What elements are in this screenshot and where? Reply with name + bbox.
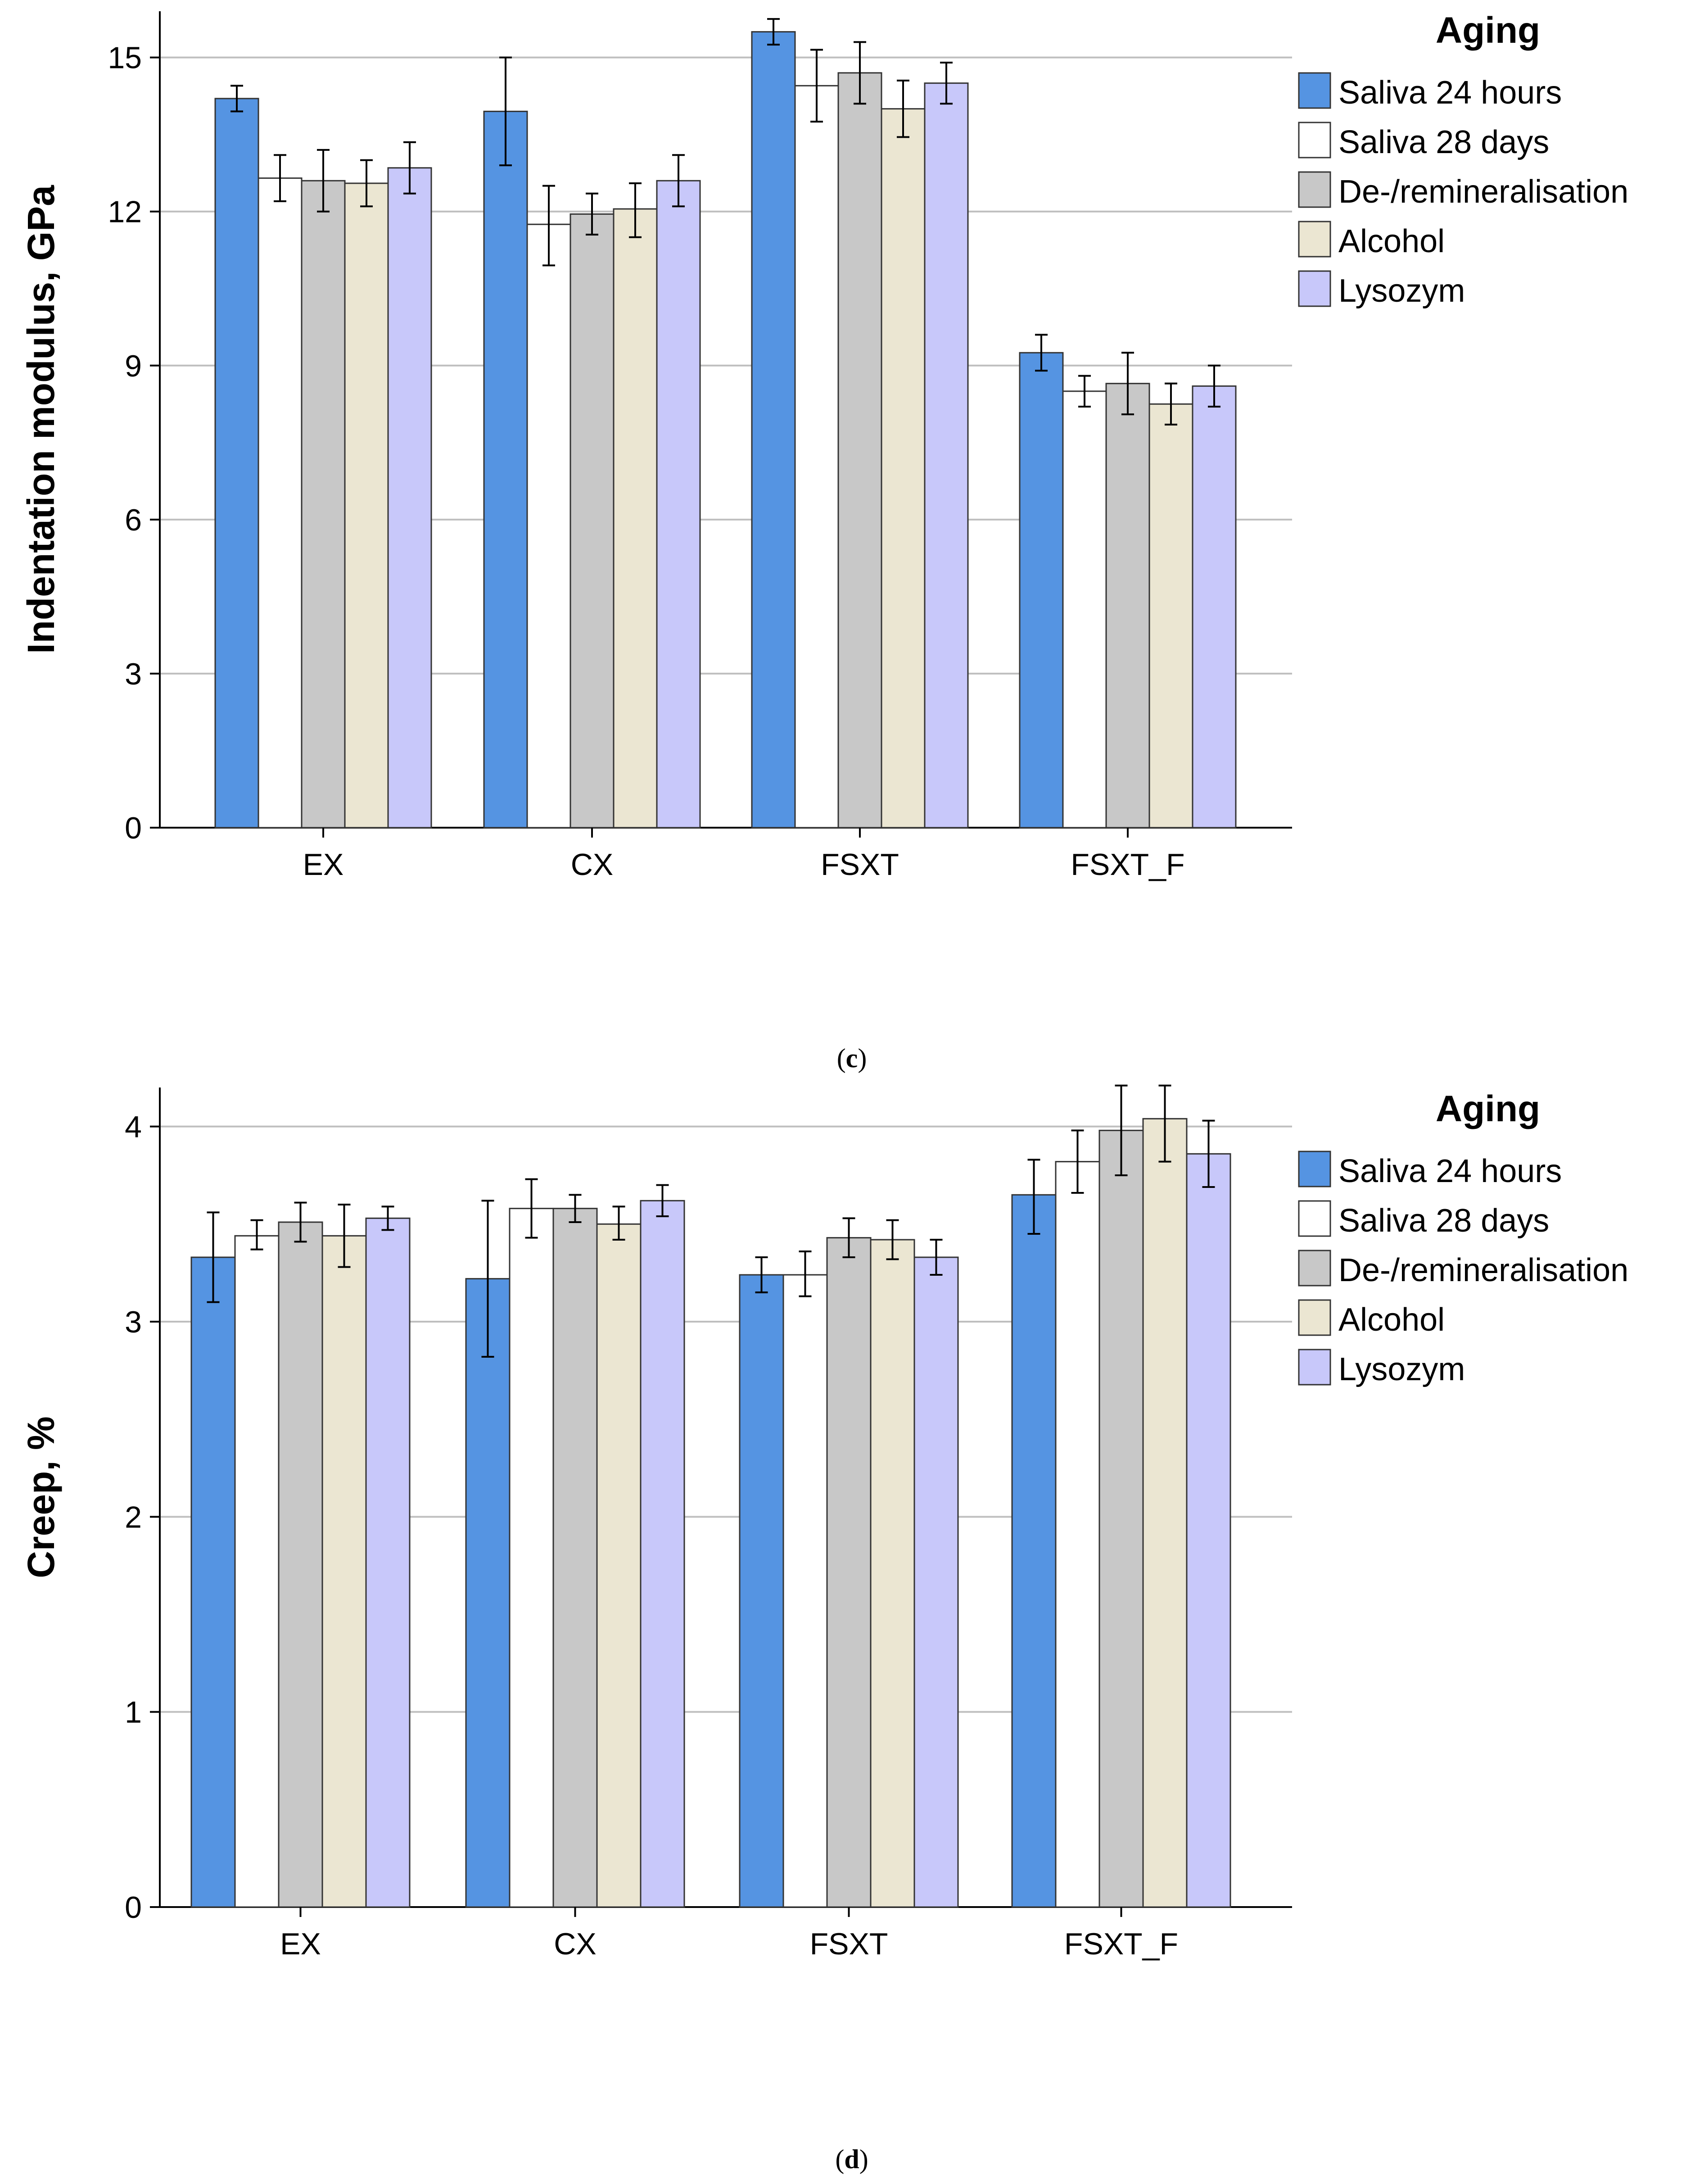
caption-letter: d — [844, 2144, 859, 2174]
bar — [1098, 1129, 1144, 1908]
bar — [465, 1278, 511, 1908]
bar — [924, 82, 969, 829]
y-tick-label: 4 — [125, 1110, 142, 1144]
y-axis-label: Creep, % — [20, 1416, 62, 1578]
bar — [1055, 1161, 1100, 1908]
bar — [552, 1208, 598, 1908]
legend-label: Saliva 24 hours — [1338, 1153, 1562, 1189]
bar — [782, 1274, 828, 1908]
legend-label: Saliva 24 hours — [1338, 75, 1562, 111]
panel-caption: (c) — [837, 1043, 867, 1073]
caption-paren: ( — [837, 1043, 846, 1073]
caption-letter: c — [846, 1043, 858, 1073]
legend-label: De-/remineralisation — [1338, 1252, 1628, 1288]
x-tick-label: EX — [303, 847, 344, 882]
bar — [613, 208, 658, 829]
x-tick-label: FSXT_F — [1064, 1927, 1178, 1961]
bar — [1019, 352, 1064, 829]
bar — [344, 182, 389, 829]
panel-caption: (d) — [835, 2144, 868, 2174]
caption-paren: ) — [858, 1043, 867, 1073]
bar — [1062, 390, 1107, 829]
bar — [1011, 1194, 1057, 1908]
bar — [870, 1239, 915, 1908]
bar — [913, 1256, 959, 1908]
bar — [387, 167, 432, 829]
bar — [826, 1237, 872, 1908]
legend-swatch — [1298, 270, 1331, 307]
bar — [1192, 385, 1237, 829]
y-tick-label: 6 — [125, 503, 142, 537]
bar — [739, 1274, 784, 1908]
legend-swatch — [1298, 1349, 1331, 1386]
y-tick-label: 3 — [125, 1305, 142, 1339]
bar — [794, 85, 839, 829]
y-tick-label: 12 — [108, 195, 142, 229]
bar — [301, 180, 346, 829]
legend-swatch — [1298, 1250, 1331, 1287]
bar — [365, 1217, 411, 1908]
x-tick-label: EX — [280, 1927, 321, 1961]
y-tick-label: 0 — [125, 811, 142, 845]
chart-creep: 0 1 2 3 4 EX CX FSXT FSXT_F Creep, % Aging Saliva 2… — [20, 1084, 1628, 2174]
legend-swatch — [1298, 221, 1331, 258]
bar — [321, 1235, 367, 1908]
legend-swatch — [1298, 122, 1331, 159]
legend-label: Lysozym — [1338, 1351, 1465, 1387]
bar — [837, 72, 882, 829]
y-axis-label: Indentation modulus, GPa — [20, 185, 62, 654]
bar — [1186, 1153, 1231, 1908]
legend-label: Alcohol — [1338, 223, 1445, 259]
bar — [570, 213, 615, 829]
bar — [751, 31, 796, 829]
bar — [214, 98, 259, 829]
y-tick-label: 15 — [108, 41, 142, 75]
bar — [1148, 403, 1193, 829]
y-tick-label: 1 — [125, 1695, 142, 1730]
bar — [258, 177, 303, 829]
bar — [526, 223, 571, 829]
x-tick-label: FSXT — [821, 847, 899, 882]
bar — [1105, 383, 1150, 829]
legend-swatch — [1298, 1151, 1331, 1187]
legend-label: Saliva 28 days — [1338, 1203, 1549, 1239]
bar — [483, 110, 528, 829]
bar — [881, 108, 926, 829]
y-tick-label: 3 — [125, 657, 142, 691]
legend-title: Aging — [1436, 10, 1540, 51]
y-tick-label: 9 — [125, 349, 142, 383]
bar — [234, 1235, 280, 1908]
legend-title: Aging — [1436, 1088, 1540, 1129]
legend-label: Alcohol — [1338, 1302, 1445, 1338]
legend-label: De-/remineralisation — [1338, 174, 1628, 210]
bar — [640, 1200, 685, 1908]
bar — [190, 1256, 236, 1908]
legend-label: Saliva 28 days — [1338, 124, 1549, 160]
chart-indentation-modulus: 0 3 6 9 12 15 EX CX FSXT FSXT_F Indentation modulu… — [20, 10, 1628, 1073]
x-tick-label: FSXT_F — [1071, 847, 1184, 882]
bar — [278, 1221, 323, 1908]
legend-label: Lysozym — [1338, 273, 1465, 309]
x-tick-label: CX — [571, 847, 613, 882]
y-tick-label: 2 — [125, 1500, 142, 1534]
bar — [509, 1208, 554, 1908]
bar — [596, 1223, 642, 1908]
caption-paren: ) — [859, 2144, 868, 2174]
y-tick-label: 0 — [125, 1890, 142, 1925]
legend-swatch — [1298, 72, 1331, 109]
bar — [656, 180, 701, 829]
caption-paren: ( — [835, 2144, 844, 2174]
bar — [1142, 1118, 1188, 1908]
legend-swatch — [1298, 1200, 1331, 1237]
legend-swatch — [1298, 171, 1331, 208]
x-tick-label: FSXT — [810, 1927, 888, 1961]
x-tick-label: CX — [554, 1927, 596, 1961]
legend-swatch — [1298, 1299, 1331, 1336]
